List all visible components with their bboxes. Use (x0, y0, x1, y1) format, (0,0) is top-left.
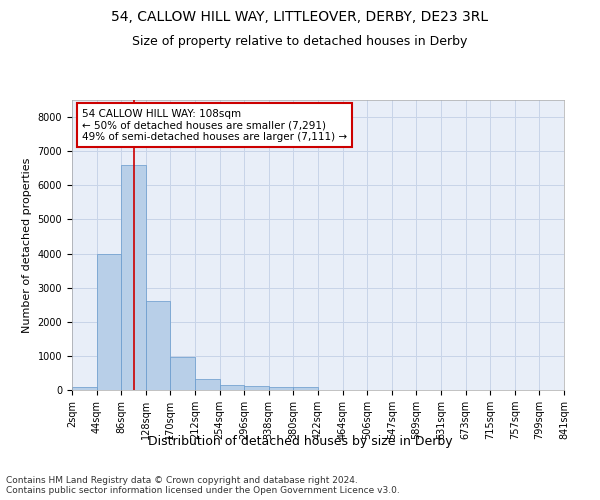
Bar (269, 388, 293, 390)
Text: 54, CALLOW HILL WAY, LITTLEOVER, DERBY, DE23 3RL: 54, CALLOW HILL WAY, LITTLEOVER, DERBY, … (112, 10, 488, 24)
Bar (293, 388, 318, 390)
Text: 54 CALLOW HILL WAY: 108sqm
← 50% of detached houses are smaller (7,291)
49% of s: 54 CALLOW HILL WAY: 108sqm ← 50% of deta… (82, 108, 347, 142)
Bar (146, 300, 170, 390)
Bar (244, 386, 269, 390)
Bar (220, 385, 244, 390)
Bar (121, 165, 146, 390)
Bar (72, 388, 97, 390)
Bar (170, 357, 195, 390)
Text: Distribution of detached houses by size in Derby: Distribution of detached houses by size … (148, 435, 452, 448)
Bar (97, 254, 121, 390)
Text: Contains HM Land Registry data © Crown copyright and database right 2024.
Contai: Contains HM Land Registry data © Crown c… (6, 476, 400, 495)
Bar (195, 378, 220, 390)
Y-axis label: Number of detached properties: Number of detached properties (22, 158, 32, 332)
Text: Size of property relative to detached houses in Derby: Size of property relative to detached ho… (133, 35, 467, 48)
